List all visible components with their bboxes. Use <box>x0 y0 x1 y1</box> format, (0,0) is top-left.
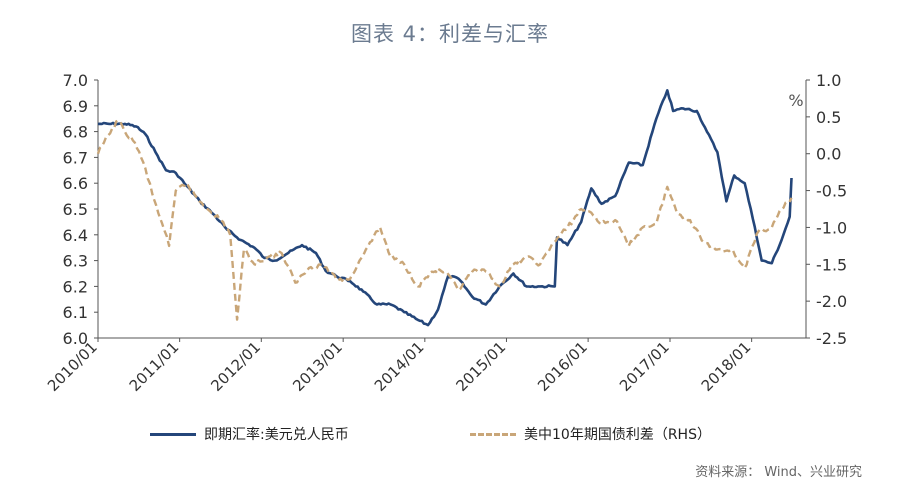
left-tick-label: 6.2 <box>63 277 88 296</box>
left-tick-label: 7.0 <box>63 71 88 90</box>
x-tick-label: 2015/01 <box>452 338 509 395</box>
source-note: 资料来源： Wind、兴业研究 <box>695 465 862 480</box>
x-tick-label: 2016/01 <box>534 338 591 395</box>
plot-lines <box>96 89 793 327</box>
right-tick-label: -1.0 <box>816 218 847 237</box>
right-tick-label: -2.0 <box>816 292 847 311</box>
left-tick-label: 6.5 <box>63 200 88 219</box>
left-tick-label: 6.4 <box>63 226 88 245</box>
x-tick-label: 2018/01 <box>698 338 755 395</box>
left-tick-label: 6.8 <box>63 123 88 142</box>
left-tick-label: 6.6 <box>63 174 88 193</box>
legend-swatch-spread <box>470 432 516 436</box>
legend-label-usdcny: 即期汇率:美元兑人民币 <box>204 427 349 443</box>
right-tick-label: 0.5 <box>816 108 841 127</box>
right-tick-label: 1.0 <box>816 71 841 90</box>
series-usdcny-line <box>97 89 793 327</box>
right-tick-label: -2.5 <box>816 329 847 348</box>
right-axis-unit: % <box>788 91 803 110</box>
right-tick-label: -1.5 <box>816 255 847 274</box>
series-spread-line <box>96 119 793 321</box>
x-tick-label: 2014/01 <box>371 338 428 395</box>
left-tick-label: 6.7 <box>63 148 88 167</box>
right-tick-label: -0.5 <box>816 182 847 201</box>
axes <box>94 79 810 342</box>
x-tick-label: 2011/01 <box>126 338 183 395</box>
left-tick-label: 6.9 <box>63 97 88 116</box>
left-tick-label: 6.1 <box>63 303 88 322</box>
x-tick-label: 2012/01 <box>207 338 264 395</box>
x-tick-label: 2017/01 <box>616 338 673 395</box>
left-tick-label: 6.0 <box>63 329 88 348</box>
right-tick-label: 0.0 <box>816 145 841 164</box>
x-tick-label: 2013/01 <box>289 338 346 395</box>
legend-item-spread: 美中10年期国债利差（RHS） <box>470 424 711 444</box>
left-tick-label: 6.3 <box>63 252 88 271</box>
legend: 即期汇率:美元兑人民币 美中10年期国债利差（RHS） <box>0 424 900 444</box>
chart-title: 图表 4：利差与汇率 <box>350 22 550 46</box>
legend-swatch-usdcny <box>150 432 196 436</box>
legend-item-usdcny: 即期汇率:美元兑人民币 <box>150 424 349 444</box>
legend-label-spread: 美中10年期国债利差（RHS） <box>524 427 711 443</box>
